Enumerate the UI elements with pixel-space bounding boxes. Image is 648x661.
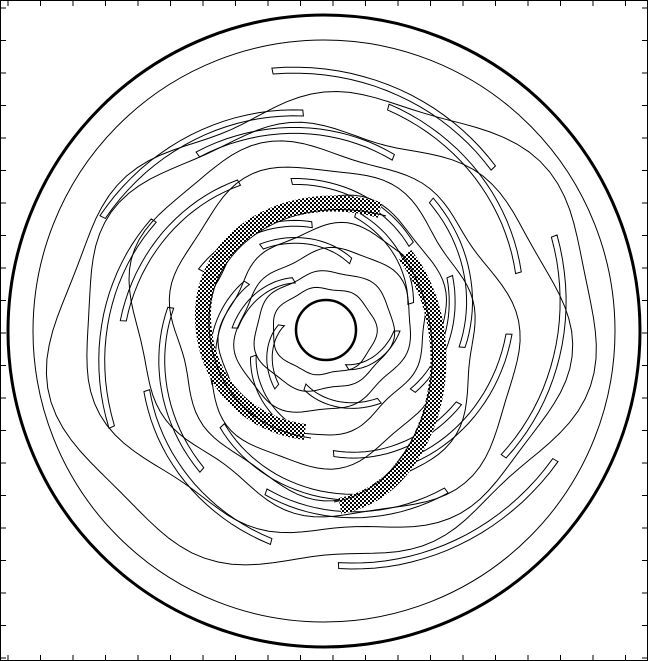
contour-fragment	[158, 306, 205, 473]
contour-fragment	[143, 389, 273, 546]
contour-fragment	[258, 236, 353, 265]
contour	[45, 90, 597, 566]
contour-fragment	[264, 487, 449, 519]
contour-fragment	[99, 109, 304, 220]
outer-boundary	[6, 13, 642, 649]
contour-fragment	[290, 178, 414, 248]
spiral-arm	[338, 250, 447, 514]
contour-fragment	[337, 457, 559, 570]
contour-fragment	[271, 66, 497, 171]
contours	[45, 66, 597, 570]
spiral-contour	[208, 209, 387, 439]
contour	[233, 246, 412, 413]
contour-fragment	[119, 179, 242, 322]
contour	[253, 270, 396, 392]
contour-fragment	[266, 324, 286, 390]
contour-fragment	[354, 210, 415, 305]
inner-boundary	[294, 298, 358, 362]
contour	[128, 140, 521, 518]
contour-fragment	[428, 197, 474, 349]
spiral-arm	[194, 195, 383, 440]
contour-fragment	[409, 274, 456, 394]
contour-ring	[32, 39, 616, 623]
contour	[86, 121, 574, 534]
contour-fragment	[303, 383, 383, 409]
contour-fragment	[231, 277, 297, 329]
contour-fragment	[195, 127, 396, 161]
contour-fragment	[386, 103, 522, 275]
contour-fragment	[344, 330, 401, 371]
spiral-contour	[333, 250, 433, 503]
contour-fragment	[500, 234, 567, 459]
contour-fragment	[219, 422, 356, 501]
contour-fragment	[98, 218, 157, 430]
